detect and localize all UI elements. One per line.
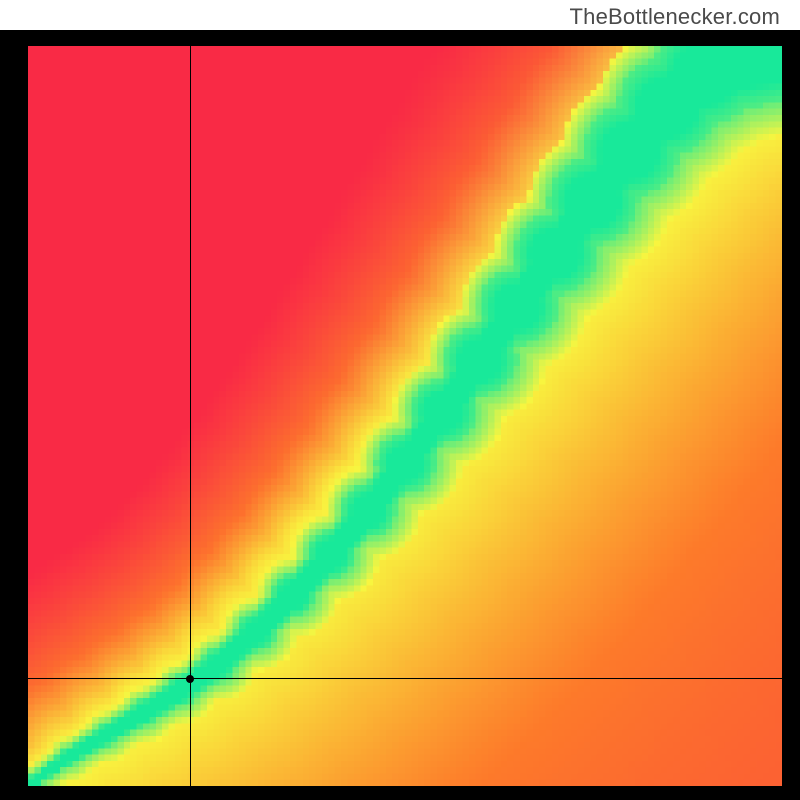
chart-outer-frame <box>0 30 800 800</box>
heatmap-canvas <box>28 46 782 786</box>
marker-point <box>186 675 194 683</box>
crosshair-horizontal <box>28 678 782 679</box>
chart-container: TheBottlenecker.com <box>0 0 800 800</box>
watermark-text: TheBottlenecker.com <box>570 4 780 30</box>
